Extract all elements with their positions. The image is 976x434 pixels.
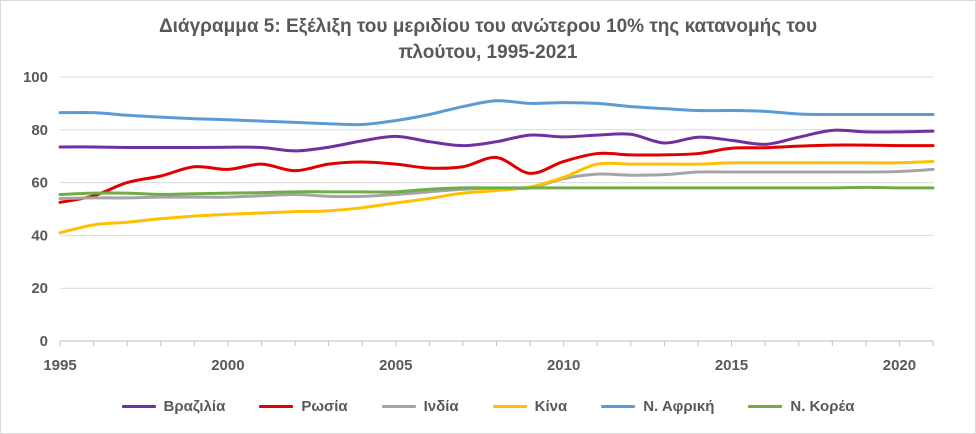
legend-label: Βραζιλία bbox=[163, 397, 226, 415]
legend-item-3: Ινδία bbox=[381, 397, 459, 415]
legend-label: Ν. Κορέα bbox=[790, 397, 855, 415]
legend-swatch bbox=[492, 404, 527, 408]
chart-title-line-2: πλούτου, 1995-2021 bbox=[398, 42, 578, 63]
y-tick-label: 100 bbox=[23, 69, 48, 86]
legend-label: Ινδία bbox=[423, 397, 459, 415]
series-line-2 bbox=[58, 143, 935, 204]
legend-swatch bbox=[381, 404, 416, 408]
x-tick-label: 2015 bbox=[715, 357, 748, 374]
legend-item-1: Βραζιλία bbox=[121, 397, 226, 415]
legend-swatch bbox=[601, 404, 636, 408]
series-line-1 bbox=[58, 128, 935, 153]
legend-item-4: Κίνα bbox=[492, 397, 568, 415]
legend-item-6: Ν. Κορέα bbox=[748, 398, 854, 415]
legend-label: Ρωσία bbox=[301, 397, 348, 415]
chart-title: Διάγραμμα 5: Εξέλιξη του μεριδίου του αν… bbox=[0, 14, 976, 66]
y-tick-label: 20 bbox=[31, 280, 48, 297]
legend-label: Ν. Αφρική bbox=[643, 397, 715, 415]
series-line-6 bbox=[58, 185, 935, 196]
legend-label: Κίνα bbox=[534, 397, 568, 415]
legend-item-2: Ρωσία bbox=[259, 397, 348, 415]
series-line-5 bbox=[58, 99, 935, 127]
x-tick-label: 2020 bbox=[883, 357, 916, 374]
legend-swatch bbox=[259, 404, 294, 408]
x-tick-label: 2010 bbox=[547, 357, 580, 374]
y-tick-label: 0 bbox=[40, 333, 48, 350]
y-tick-label: 80 bbox=[31, 122, 48, 139]
chart-title-line-1: Διάγραμμα 5: Εξέλιξη του μεριδίου του αν… bbox=[158, 16, 818, 37]
legend-item-5: Ν. Αφρική bbox=[601, 398, 714, 415]
legend-swatch bbox=[748, 404, 783, 408]
chart-legend: Βραζιλία Ρωσία Ινδία Κίνα Ν. Αφρική Ν. Κορέα bbox=[0, 394, 976, 418]
x-tick-label: 2005 bbox=[379, 357, 412, 374]
legend-swatch bbox=[121, 404, 156, 408]
series-line-4 bbox=[58, 159, 935, 235]
x-tick-label: 1995 bbox=[43, 357, 76, 374]
x-tick-label: 2000 bbox=[211, 357, 244, 374]
y-tick-label: 40 bbox=[31, 227, 48, 244]
y-tick-label: 60 bbox=[31, 175, 48, 192]
